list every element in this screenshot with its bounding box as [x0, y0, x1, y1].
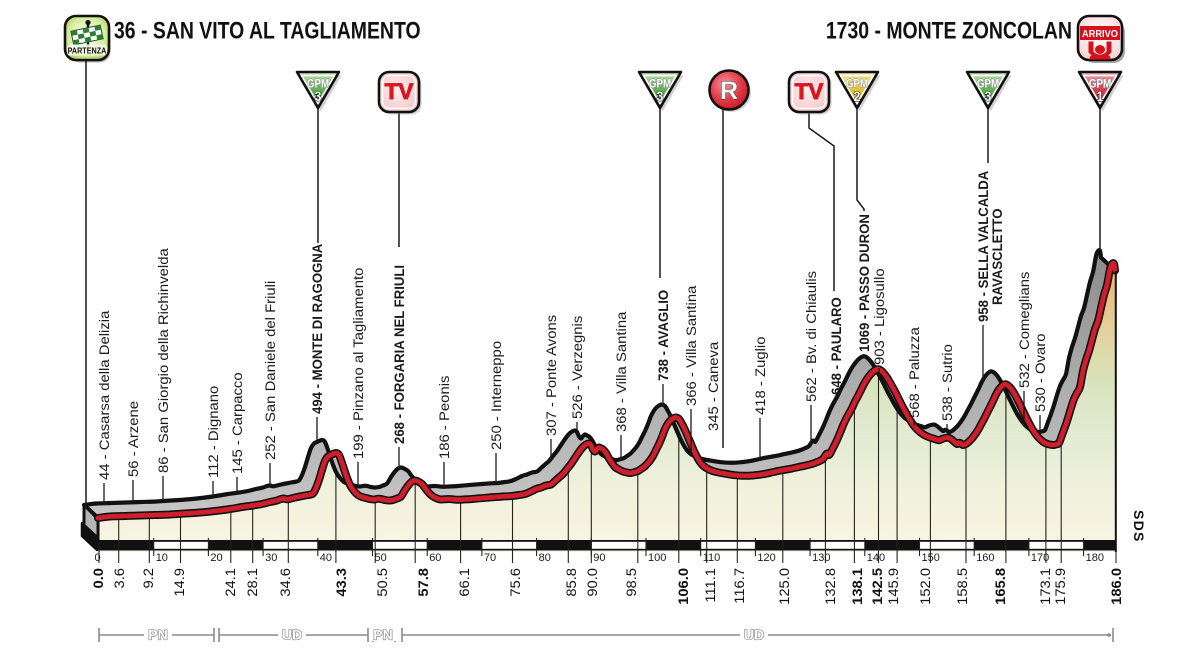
svg-text:958 - SELLA VALCALDA: 958 - SELLA VALCALDA	[975, 171, 990, 322]
svg-text:494 - MONTE DI RAGOGNA: 494 - MONTE DI RAGOGNA	[309, 243, 324, 414]
svg-text:3: 3	[657, 88, 664, 104]
svg-text:98.5: 98.5	[624, 568, 640, 597]
svg-text:14.9: 14.9	[172, 568, 188, 597]
svg-text:70: 70	[484, 552, 496, 564]
svg-text:142.5: 142.5	[870, 568, 886, 605]
svg-text:125.0: 125.0	[777, 568, 793, 605]
svg-text:TV: TV	[795, 79, 824, 104]
svg-text:GPM: GPM	[649, 78, 671, 91]
svg-text:562 - Bv. di Chiaulis: 562 - Bv. di Chiaulis	[804, 271, 819, 402]
svg-text:24.1: 24.1	[223, 568, 239, 597]
svg-text:526 - Verzegnis: 526 - Verzegnis	[570, 316, 585, 419]
svg-text:268 - FORGARIA NEL FRIULI: 268 - FORGARIA NEL FRIULI	[391, 265, 406, 444]
svg-text:85.8: 85.8	[564, 568, 580, 597]
svg-text:2: 2	[854, 88, 861, 104]
svg-text:106.0: 106.0	[676, 568, 692, 605]
svg-text:10: 10	[156, 552, 168, 564]
svg-text:1: 1	[1097, 88, 1104, 104]
svg-text:28.1: 28.1	[245, 568, 261, 597]
svg-text:158.5: 158.5	[955, 568, 971, 605]
svg-text:PARTENZA: PARTENZA	[68, 46, 107, 56]
svg-text:738 - AVAGLIO: 738 - AVAGLIO	[655, 290, 670, 381]
svg-text:110: 110	[703, 552, 721, 564]
svg-text:0.0: 0.0	[91, 568, 107, 588]
svg-text:TV: TV	[385, 79, 414, 104]
svg-text:368 - Villa Santina: 368 - Villa Santina	[614, 311, 629, 432]
svg-text:418 - Zuglio: 418 - Zuglio	[753, 337, 768, 415]
svg-text:120: 120	[757, 552, 775, 564]
svg-text:GPM: GPM	[1089, 78, 1111, 91]
svg-text:SDS: SDS	[1131, 510, 1147, 543]
svg-text:140: 140	[867, 552, 885, 564]
svg-text:132.8: 132.8	[823, 568, 839, 605]
svg-text:R: R	[720, 77, 738, 105]
svg-text:175.9: 175.9	[1053, 568, 1069, 605]
svg-text:150: 150	[922, 552, 940, 564]
svg-text:3.6: 3.6	[112, 568, 128, 588]
svg-text:138.1: 138.1	[850, 568, 866, 605]
svg-text:0: 0	[95, 552, 101, 564]
svg-text:9.2: 9.2	[141, 568, 157, 588]
svg-text:648 - PAULARO: 648 - PAULARO	[828, 297, 843, 395]
svg-text:186 - Peonis: 186 - Peonis	[437, 376, 452, 459]
svg-text:160: 160	[976, 552, 994, 564]
svg-text:90: 90	[593, 552, 605, 564]
svg-text:111.1: 111.1	[703, 568, 719, 603]
svg-text:PN: PN	[148, 627, 167, 643]
svg-text:116.7: 116.7	[732, 568, 748, 604]
svg-text:PN: PN	[373, 627, 392, 643]
svg-text:568 - Paluzza: 568 - Paluzza	[907, 326, 922, 418]
svg-text:145.9: 145.9	[886, 568, 902, 605]
svg-text:145 - Carpacco: 145 - Carpacco	[230, 372, 245, 474]
svg-text:43.3: 43.3	[334, 568, 350, 597]
svg-text:UD: UD	[744, 627, 764, 643]
svg-text:RAVASCLETTO: RAVASCLETTO	[989, 209, 1004, 305]
svg-text:1069 - PASSO DURON: 1069 - PASSO DURON	[856, 214, 871, 352]
svg-text:GPM: GPM	[977, 78, 999, 91]
svg-text:152.0: 152.0	[918, 568, 934, 605]
svg-text:3: 3	[315, 88, 322, 104]
svg-text:75.6: 75.6	[508, 568, 524, 597]
svg-text:100: 100	[648, 552, 666, 564]
svg-text:530 - Ovaro: 530 - Ovaro	[1033, 334, 1048, 412]
svg-text:252 - San Daniele del Friuli: 252 - San Daniele del Friuli	[263, 281, 278, 460]
svg-text:30: 30	[265, 552, 277, 564]
svg-text:57.8: 57.8	[416, 568, 432, 597]
svg-text:3: 3	[985, 88, 992, 104]
svg-text:165.8: 165.8	[993, 568, 1009, 605]
svg-text:34.6: 34.6	[278, 568, 294, 597]
svg-text:66.1: 66.1	[457, 568, 473, 597]
svg-text:180: 180	[1086, 552, 1104, 564]
svg-text:86 - San Giorgio della Richinv: 86 - San Giorgio della Richinvelda	[156, 247, 171, 473]
svg-text:112 - Dignano: 112 - Dignano	[206, 386, 221, 478]
svg-text:50.5: 50.5	[375, 568, 391, 597]
svg-text:ARRIVO: ARRIVO	[1082, 29, 1118, 41]
svg-text:80: 80	[539, 552, 551, 564]
svg-text:40: 40	[320, 552, 332, 564]
svg-text:50: 50	[375, 552, 387, 564]
svg-text:345 - Caneva: 345 - Caneva	[706, 341, 721, 431]
svg-text:60: 60	[429, 552, 441, 564]
svg-text:90.0: 90.0	[585, 568, 601, 597]
svg-text:366 - Villa Santina: 366 - Villa Santina	[684, 285, 699, 406]
svg-text:170: 170	[1031, 552, 1049, 564]
svg-text:173.1: 173.1	[1038, 568, 1054, 605]
svg-text:130: 130	[812, 552, 830, 564]
svg-text:44 - Casarsa della Delizia: 44 - Casarsa della Delizia	[97, 310, 112, 480]
svg-text:GPM: GPM	[307, 78, 329, 91]
svg-text:538 - Sutrio: 538 - Sutrio	[940, 344, 955, 421]
svg-text:1730 - MONTE ZONCOLAN: 1730 - MONTE ZONCOLAN	[826, 17, 1072, 44]
svg-text:903 - Ligosullo: 903 - Ligosullo	[872, 268, 887, 365]
svg-text:307 - Ponte Avons: 307 - Ponte Avons	[544, 315, 559, 436]
svg-text:GPM: GPM	[846, 78, 868, 91]
svg-text:20: 20	[210, 552, 222, 564]
svg-text:186.0: 186.0	[1109, 568, 1125, 605]
svg-text:56 - Arzene: 56 - Arzene	[126, 401, 141, 477]
svg-text:36 - SAN VITO AL TAGLIAMENTO: 36 - SAN VITO AL TAGLIAMENTO	[114, 17, 421, 44]
svg-text:199 - Pinzano al Tagliamento: 199 - Pinzano al Tagliamento	[351, 268, 366, 459]
svg-text:250 - Interneppo: 250 - Interneppo	[489, 341, 504, 450]
svg-text:532 - Comeglians: 532 - Comeglians	[1017, 271, 1032, 388]
svg-text:UD: UD	[282, 627, 302, 643]
